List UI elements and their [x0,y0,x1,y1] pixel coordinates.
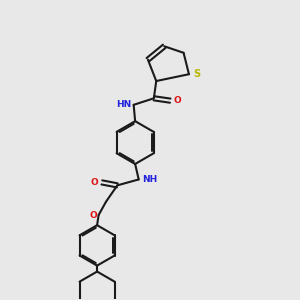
Text: O: O [87,208,97,222]
Text: NH: NH [142,173,162,186]
Text: S: S [194,68,202,81]
Text: NH: NH [142,175,157,184]
Text: O: O [173,96,181,105]
Text: HN: HN [111,98,131,111]
Text: O: O [173,94,183,107]
Text: O: O [91,178,98,187]
Text: O: O [88,176,98,189]
Text: HN: HN [116,100,131,109]
Text: O: O [89,211,97,220]
Text: S: S [194,69,200,79]
